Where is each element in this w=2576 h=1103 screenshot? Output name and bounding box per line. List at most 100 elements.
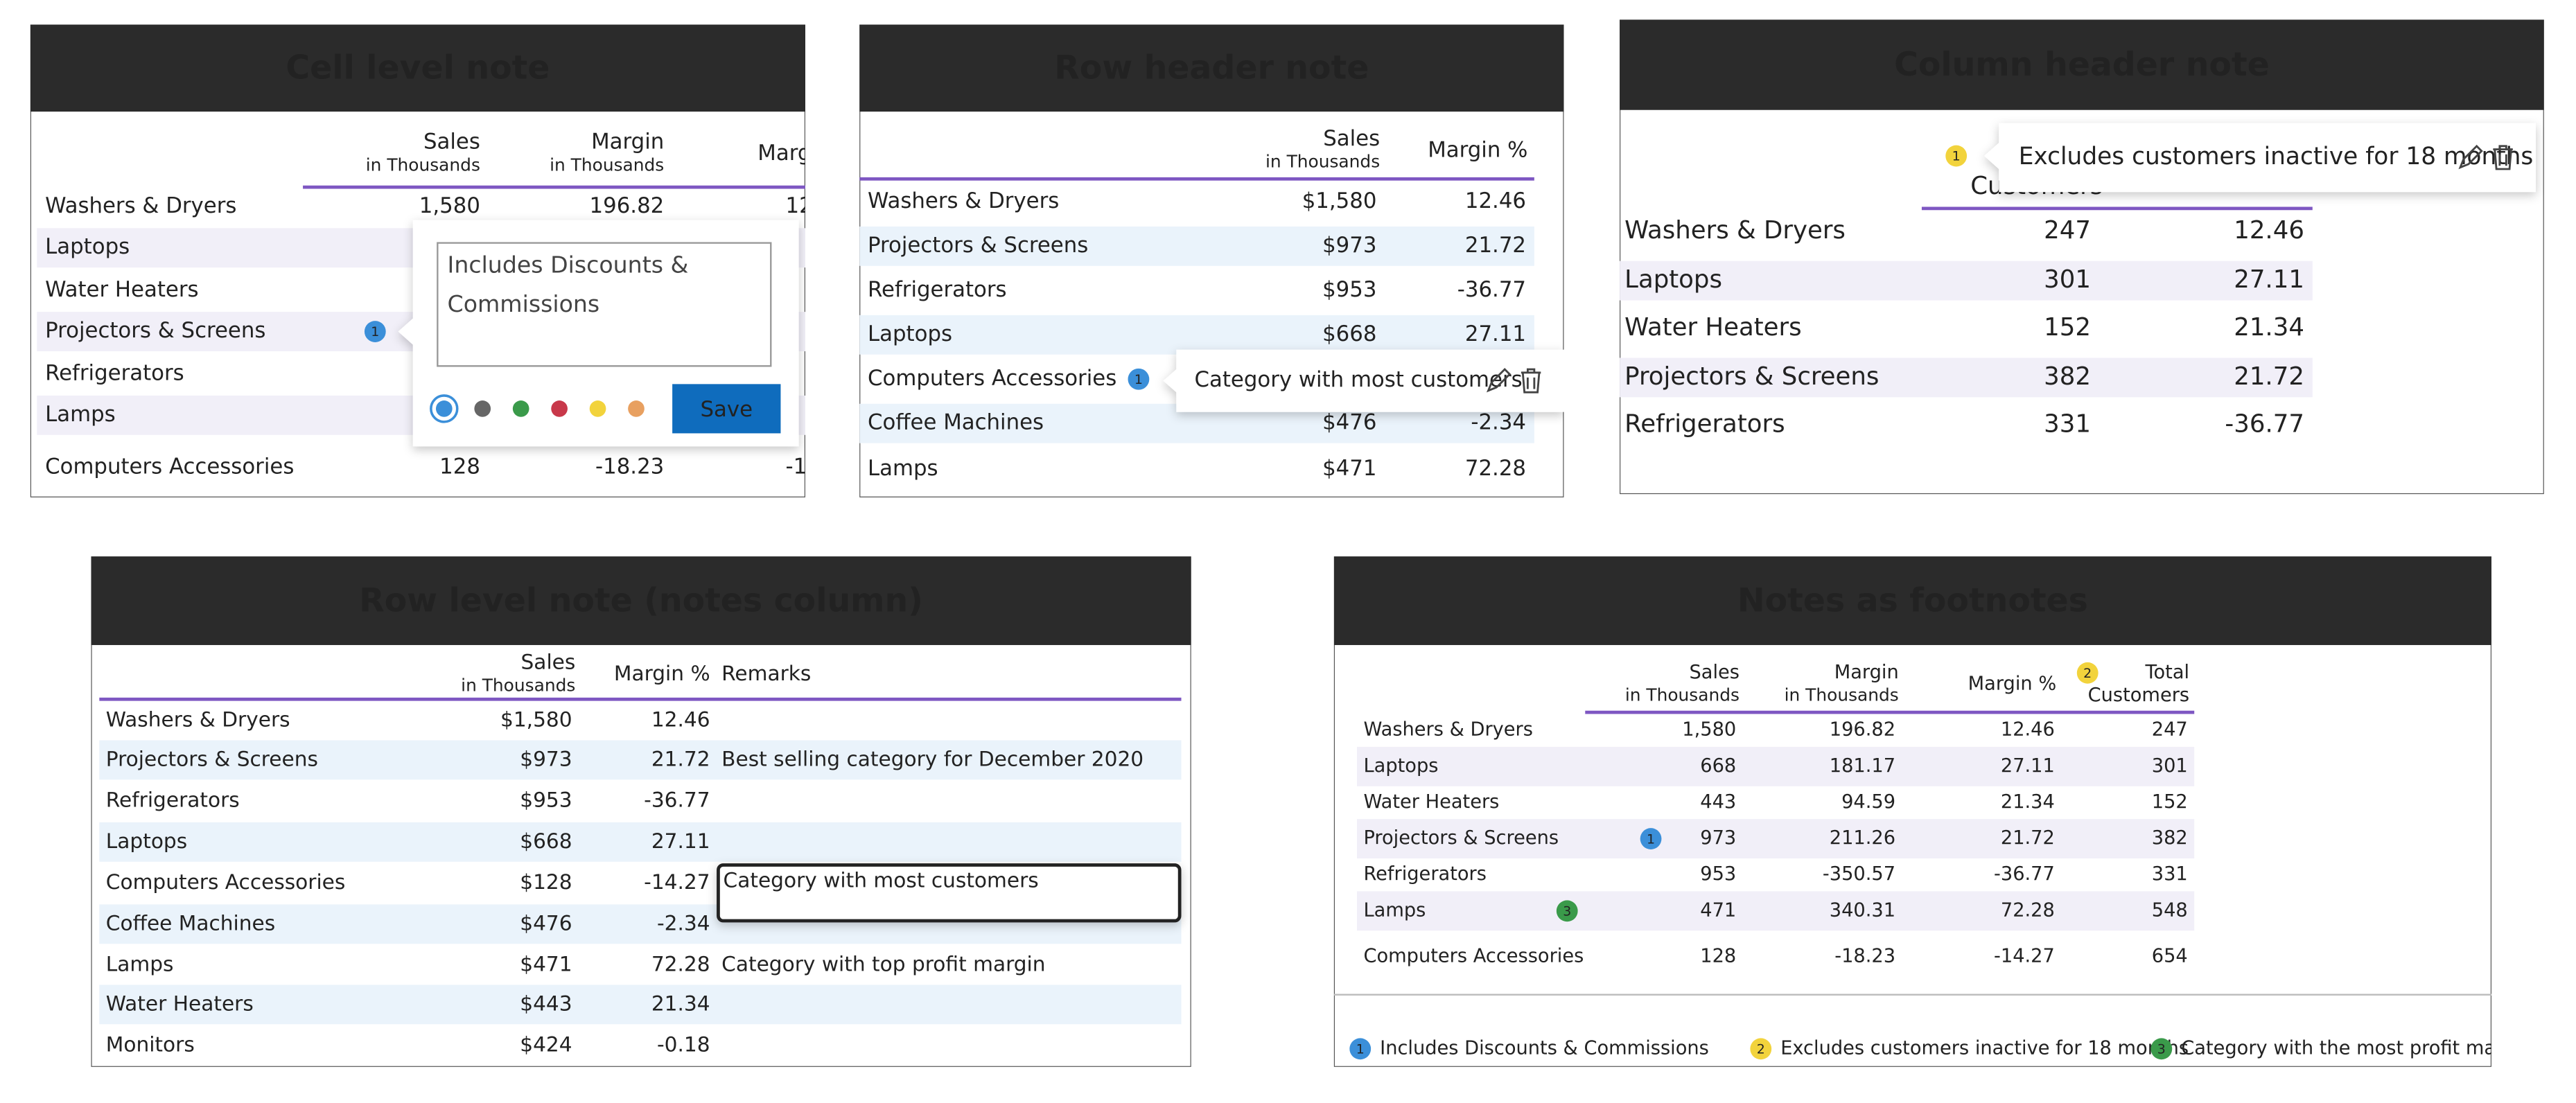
cell: $424 — [520, 1033, 572, 1057]
note-marker: 2 — [2083, 666, 2092, 681]
delete-icon[interactable] — [2493, 145, 2513, 170]
edit-icon[interactable] — [1486, 368, 1512, 393]
row-label: Laptops — [868, 321, 952, 346]
cell: 21.34 — [2234, 313, 2304, 342]
cell: Category with top profit margin — [721, 953, 1045, 976]
note-badge — [364, 321, 386, 342]
cell: $476 — [1322, 410, 1376, 435]
cell: 21.34 — [2001, 791, 2055, 813]
remark-editor-text: Category with most customers — [724, 869, 1039, 892]
column-header: Sales — [1689, 662, 1740, 683]
row-label: Projectors & Screens — [106, 747, 318, 770]
panel-header — [1620, 19, 2544, 110]
cell: $973 — [520, 747, 572, 770]
cell: 152 — [2044, 313, 2091, 342]
panel-title: Notes as footnotes — [1737, 581, 2088, 619]
cell: -36.77 — [644, 788, 710, 812]
note-badge — [1128, 368, 1150, 390]
cell: 94.59 — [1841, 791, 1895, 813]
note-badge — [1556, 900, 1578, 922]
cell: $973 — [1322, 233, 1376, 258]
row-label: Water Heaters — [106, 991, 254, 1015]
color-swatch[interactable] — [474, 400, 491, 417]
cell: 27.11 — [651, 829, 710, 853]
cell: 548 — [2152, 899, 2188, 921]
note-marker: 1 — [1952, 149, 1961, 164]
cell: 301 — [2044, 265, 2091, 294]
cell: 21.72 — [651, 747, 710, 770]
row-label: Coffee Machines — [868, 410, 1044, 435]
color-swatch[interactable] — [435, 400, 453, 417]
column-header: Margin % — [1968, 673, 2057, 694]
panel-header — [859, 24, 1564, 112]
note-badge — [1750, 1038, 1772, 1060]
cell: $1,580 — [1302, 188, 1377, 213]
save-button[interactable] — [672, 384, 781, 434]
row-label: Lamps — [1363, 899, 1426, 921]
note-text: Excludes customers inactive for 18 month… — [2019, 143, 2534, 170]
note-marker: 1 — [1134, 372, 1143, 387]
panel-header — [1333, 556, 2492, 646]
color-swatch[interactable] — [512, 400, 529, 417]
cell: 1,580 — [419, 193, 480, 218]
cell: 443 — [1700, 791, 1736, 813]
row-label: Projectors & Screens — [1624, 362, 1879, 391]
note-input[interactable] — [437, 242, 772, 367]
color-swatch[interactable] — [551, 400, 568, 417]
note-badge — [1640, 828, 1662, 849]
cell: $668 — [520, 829, 572, 853]
cell: 128 — [1700, 946, 1736, 967]
cell: -18.23 — [1834, 946, 1895, 967]
cell: $953 — [1322, 277, 1376, 302]
row-label: Computers Accessories — [45, 455, 294, 479]
cell: 21.72 — [1465, 233, 1526, 258]
cell: 668 — [1700, 755, 1736, 777]
note-callout — [1983, 123, 2536, 193]
cell: 1,580 — [1682, 719, 1736, 741]
panel-title: Cell level note — [286, 49, 550, 87]
color-swatch[interactable] — [589, 400, 606, 417]
cell: 21.72 — [2001, 827, 2055, 849]
row-stripe — [99, 822, 1182, 862]
note-badge — [1349, 1038, 1372, 1060]
column-subheader: in Thousands — [1265, 152, 1380, 172]
edit-icon[interactable] — [2458, 144, 2483, 170]
column-header: Marg — [757, 141, 811, 166]
column-header: Total — [2144, 662, 2189, 683]
cell: 72.28 — [2001, 899, 2055, 921]
note-marker: 3 — [2157, 1042, 2166, 1057]
row-stripe — [1620, 261, 2313, 301]
cell: 340.31 — [1830, 899, 1895, 921]
delete-icon[interactable] — [1521, 368, 1541, 394]
cell: -36.77 — [1457, 277, 1526, 302]
cell: -36.77 — [2225, 410, 2304, 439]
cell: -2.34 — [657, 911, 710, 935]
cell: -36.77 — [1994, 863, 2055, 885]
color-swatch[interactable] — [628, 400, 645, 417]
cell: 128 — [439, 455, 480, 479]
note-marker: 2 — [1757, 1042, 1765, 1057]
cell: 12 — [786, 193, 813, 218]
column-subheader: in Thousands — [550, 155, 664, 175]
cell: 331 — [2044, 410, 2091, 439]
row-label: Refrigerators — [106, 788, 240, 812]
row-label: Refrigerators — [868, 277, 1007, 302]
column-header: Sales — [1323, 126, 1380, 151]
column-subheader: in Thousands — [1625, 685, 1740, 705]
cell: 654 — [2152, 946, 2188, 967]
panel-header — [30, 24, 805, 112]
row-label: Computers Accessories — [1363, 946, 1584, 967]
note-callout — [1163, 349, 1564, 412]
cell: $953 — [520, 788, 572, 812]
cell: 196.82 — [590, 193, 665, 218]
row-label: Washers & Dryers — [1363, 719, 1532, 741]
cell: 331 — [2152, 863, 2188, 885]
remark-editor[interactable] — [717, 863, 1182, 923]
cell: 72.28 — [651, 953, 710, 976]
column-subheader: in Thousands — [1785, 685, 1899, 705]
row-label: Washers & Dryers — [1624, 216, 1846, 245]
cell: 27.11 — [1465, 321, 1526, 346]
row-label: Coffee Machines — [106, 911, 275, 935]
